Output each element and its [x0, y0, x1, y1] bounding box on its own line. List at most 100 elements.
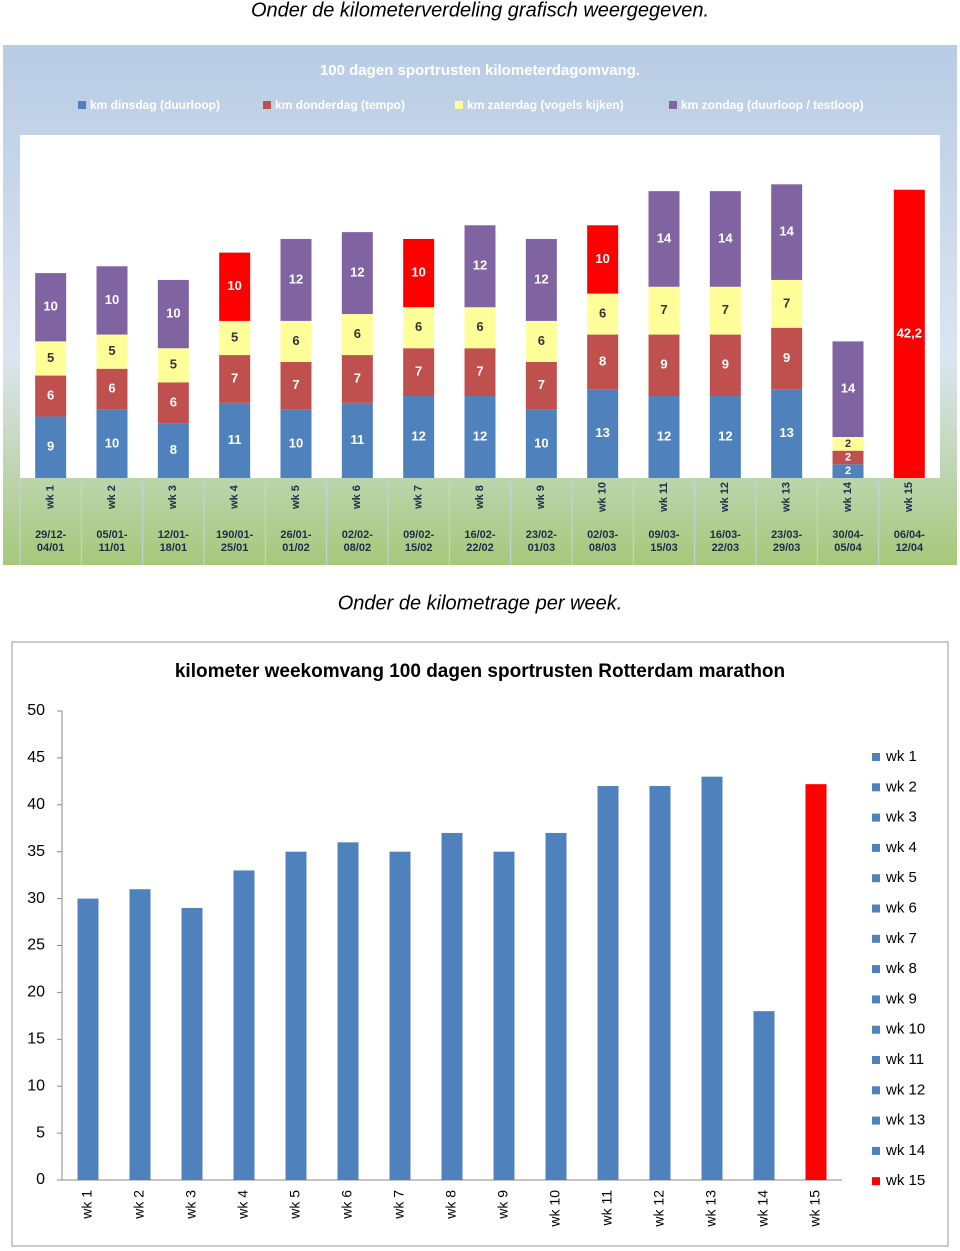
date-range-line: 11/01 [99, 542, 126, 554]
date-range: 190/01-25/01 [216, 529, 254, 554]
data-label: 7 [476, 364, 483, 379]
date-range: 26/01-01/02 [280, 529, 312, 554]
data-label: 2 [845, 438, 851, 450]
legend-label: wk 1 [885, 748, 917, 765]
legend-swatch [872, 783, 880, 792]
data-label: 8 [170, 442, 177, 457]
bar-segment [157, 423, 189, 478]
data-label: 13 [779, 425, 793, 440]
bar [129, 889, 151, 1180]
bar-segment [709, 396, 741, 478]
date-range: 16/02-22/02 [464, 529, 496, 554]
x-tick-label: wk 6 [339, 1190, 355, 1220]
legend-swatch [872, 965, 880, 974]
bar [181, 907, 203, 1180]
bar [597, 786, 619, 1180]
x-tick-label: wk 10 [547, 1190, 563, 1228]
bar-segment [341, 355, 373, 403]
x-tick-label: wk 1 [79, 1190, 95, 1220]
data-label: 5 [170, 357, 177, 372]
legend-label: wk 6 [885, 899, 917, 916]
y-tick-label: 20 [27, 984, 45, 1001]
bar [233, 870, 255, 1180]
date-range-line: 22/02 [466, 542, 494, 554]
data-label: 6 [47, 387, 54, 402]
bar-segment [35, 416, 67, 478]
y-tick-label: 30 [27, 890, 45, 907]
bar-segment [648, 191, 680, 287]
x-tick-label: wk 10 [597, 482, 609, 513]
bar-segment [403, 238, 435, 308]
x-tick-label: wk 5 [290, 485, 302, 510]
data-label: 2 [845, 465, 851, 477]
data-label: 2 [845, 451, 851, 463]
bar-segment [587, 389, 619, 478]
bar [753, 1011, 775, 1180]
legend-label: km zondag (duurloop / testloop) [681, 98, 864, 112]
date-range: 02/03-08/03 [587, 529, 619, 554]
legend-label: wk 2 [885, 778, 917, 795]
legend-swatch [669, 101, 677, 109]
date-range: 06/04-12/04 [894, 529, 926, 554]
bar-segment [832, 437, 864, 451]
legend-swatch [872, 813, 880, 822]
data-label: 7 [660, 302, 667, 317]
x-tick-label: wk 3 [167, 485, 179, 510]
data-label: 6 [599, 306, 606, 321]
bar [337, 842, 359, 1180]
bar-segment [96, 409, 128, 478]
data-label: 10 [227, 278, 241, 293]
date-range-line: 04/01 [37, 542, 65, 554]
legend-label: km dinsdag (duurloop) [90, 98, 220, 112]
date-range-line: 25/01 [221, 542, 249, 554]
y-tick-label: 5 [36, 1124, 45, 1141]
data-label: 7 [354, 370, 361, 385]
bar-segment [832, 341, 864, 438]
bar [441, 832, 463, 1180]
date-range-line: 12/01- [158, 529, 190, 541]
data-label: 12 [289, 271, 303, 286]
data-label: 9 [783, 350, 790, 365]
date-range: 02/02-08/02 [342, 529, 374, 554]
date-range-line: 30/04- [832, 529, 864, 541]
caption: Onder de kilometrage per week. [338, 592, 623, 614]
date-range: 09/03-15/03 [648, 529, 680, 554]
legend-swatch [872, 1177, 880, 1186]
chart-frame [11, 641, 949, 1247]
data-label: 10 [289, 435, 303, 450]
data-label: 7 [538, 377, 545, 392]
y-tick-label: 15 [27, 1031, 45, 1048]
data-label: 12 [473, 428, 487, 443]
x-tick-label: wk 7 [413, 485, 425, 510]
bar-segment [587, 293, 619, 335]
data-label: 10 [411, 265, 425, 280]
bar [545, 832, 567, 1180]
legend-label: wk 4 [885, 839, 917, 856]
data-label: 7 [292, 377, 299, 392]
bar-segment [771, 389, 803, 478]
bar-segment [280, 409, 312, 478]
date-range-line: 16/03- [710, 529, 742, 541]
legend-swatch [872, 1146, 880, 1155]
legend-swatch [78, 101, 86, 109]
legend-label: wk 13 [885, 1112, 925, 1129]
data-label: 7 [415, 364, 422, 379]
x-tick-label: wk 2 [106, 485, 118, 510]
date-range-line: 01/02 [282, 542, 310, 554]
legend-label: wk 7 [885, 930, 917, 947]
data-label: 12 [350, 265, 364, 280]
legend-swatch [872, 874, 880, 883]
bar-segment [280, 238, 312, 321]
data-label: 11 [228, 432, 242, 447]
bar-segment [771, 279, 803, 328]
bar-segment [157, 348, 189, 383]
data-label: 7 [231, 370, 238, 385]
bar-segment [648, 334, 680, 397]
bar-segment [280, 320, 312, 362]
bar-segment [464, 307, 496, 349]
date-range-line: 22/03 [712, 542, 740, 554]
bar-segment [403, 307, 435, 349]
data-label: 12 [534, 271, 548, 286]
bar [805, 784, 827, 1180]
